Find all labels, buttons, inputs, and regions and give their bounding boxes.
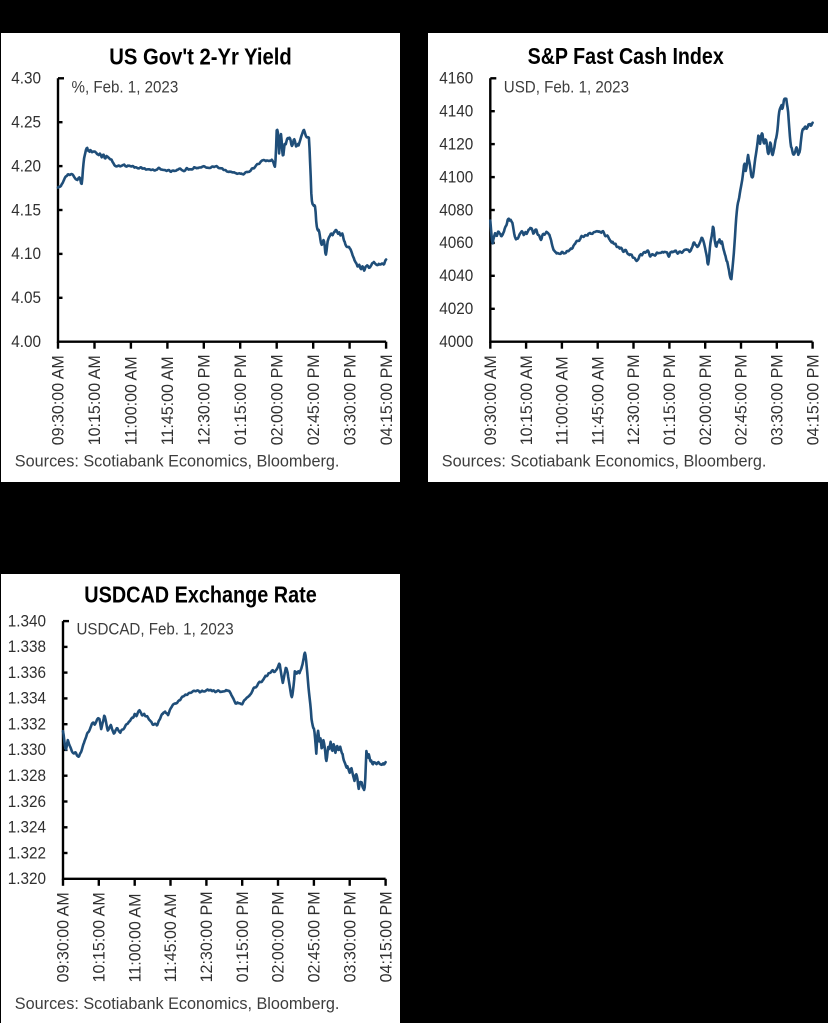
svg-text:S&P Fast Cash Index: S&P Fast Cash Index	[528, 43, 724, 69]
svg-text:4080: 4080	[439, 201, 473, 220]
svg-text:02:45:00 PM: 02:45:00 PM	[304, 891, 324, 982]
svg-text:02:00:00 PM: 02:00:00 PM	[695, 354, 715, 445]
svg-text:1.340: 1.340	[8, 612, 46, 631]
svg-text:01:15:00 PM: 01:15:00 PM	[232, 891, 252, 982]
svg-text:4.30: 4.30	[11, 69, 41, 88]
svg-text:4.10: 4.10	[11, 244, 41, 263]
svg-text:02:00:00 PM: 02:00:00 PM	[268, 891, 288, 982]
svg-text:02:45:00 PM: 02:45:00 PM	[731, 354, 751, 445]
svg-text:4.15: 4.15	[11, 201, 41, 220]
svg-text:02:00:00 PM: 02:00:00 PM	[267, 354, 287, 445]
svg-text:11:00:00 AM: 11:00:00 AM	[125, 894, 145, 983]
svg-text:4.25: 4.25	[11, 113, 41, 132]
svg-text:1.320: 1.320	[8, 869, 46, 888]
svg-text:10:15:00 AM: 10:15:00 AM	[85, 355, 105, 445]
svg-text:USDCAD Exchange Rate: USDCAD Exchange Rate	[84, 582, 316, 608]
svg-text:4000: 4000	[439, 332, 473, 351]
svg-text:01:15:00 PM: 01:15:00 PM	[230, 354, 250, 445]
svg-text:US Gov't 2-Yr Yield: US Gov't 2-Yr Yield	[109, 43, 291, 70]
svg-text:4020: 4020	[439, 299, 473, 318]
svg-text:09:30:00 AM: 09:30:00 AM	[48, 355, 68, 445]
svg-text:1.336: 1.336	[8, 663, 46, 682]
svg-text:1.324: 1.324	[8, 818, 46, 837]
svg-text:1.328: 1.328	[8, 766, 46, 785]
svg-text:12:30:00 PM: 12:30:00 PM	[197, 891, 217, 982]
svg-text:12:30:00 PM: 12:30:00 PM	[194, 354, 214, 445]
svg-text:4040: 4040	[439, 266, 473, 285]
svg-text:1.330: 1.330	[8, 740, 46, 759]
svg-text:1.332: 1.332	[8, 715, 46, 734]
svg-text:11:00:00 AM: 11:00:00 AM	[552, 356, 572, 445]
svg-text:11:45:00 AM: 11:45:00 AM	[161, 894, 181, 983]
svg-text:1.322: 1.322	[8, 844, 46, 863]
svg-text:04:15:00 PM: 04:15:00 PM	[376, 891, 396, 982]
svg-text:04:15:00 PM: 04:15:00 PM	[376, 354, 396, 445]
svg-text:02:45:00 PM: 02:45:00 PM	[303, 354, 323, 445]
svg-text:09:30:00 AM: 09:30:00 AM	[53, 892, 73, 982]
svg-text:4140: 4140	[439, 102, 473, 121]
svg-text:12:30:00 PM: 12:30:00 PM	[624, 354, 644, 445]
svg-text:4060: 4060	[439, 233, 473, 252]
svg-text:4.05: 4.05	[11, 288, 41, 307]
svg-text:4120: 4120	[439, 135, 473, 154]
svg-text:11:45:00 AM: 11:45:00 AM	[158, 356, 178, 445]
svg-text:03:30:00 PM: 03:30:00 PM	[340, 891, 360, 982]
svg-text:04:15:00 PM: 04:15:00 PM	[803, 354, 823, 445]
svg-text:10:15:00 AM: 10:15:00 AM	[89, 892, 109, 982]
svg-text:Sources: Scotiabank Economics,: Sources: Scotiabank Economics, Bloomberg…	[15, 451, 340, 470]
svg-text:03:30:00 PM: 03:30:00 PM	[767, 354, 787, 445]
svg-text:1.334: 1.334	[8, 689, 46, 708]
svg-text:10:15:00 AM: 10:15:00 AM	[516, 355, 536, 445]
svg-text:11:45:00 AM: 11:45:00 AM	[588, 356, 608, 445]
svg-text:%, Feb. 1, 2023: %, Feb. 1, 2023	[72, 77, 179, 96]
svg-text:4.20: 4.20	[11, 157, 41, 176]
svg-text:11:00:00 AM: 11:00:00 AM	[121, 356, 141, 445]
svg-text:03:30:00 PM: 03:30:00 PM	[340, 354, 360, 445]
svg-text:4100: 4100	[439, 168, 473, 187]
svg-text:4.00: 4.00	[11, 332, 41, 351]
svg-text:USDCAD, Feb. 1, 2023: USDCAD, Feb. 1, 2023	[77, 620, 234, 639]
svg-text:Sources: Scotiabank Economics,: Sources: Scotiabank Economics, Bloomberg…	[15, 994, 340, 1013]
svg-text:USD, Feb. 1, 2023: USD, Feb. 1, 2023	[504, 77, 629, 96]
svg-text:09:30:00 AM: 09:30:00 AM	[481, 355, 501, 445]
svg-text:1.326: 1.326	[8, 792, 46, 811]
svg-text:Sources: Scotiabank Economics,: Sources: Scotiabank Economics, Bloomberg…	[442, 451, 767, 470]
svg-text:4160: 4160	[439, 69, 473, 88]
svg-text:1.338: 1.338	[8, 637, 46, 656]
svg-text:01:15:00 PM: 01:15:00 PM	[660, 354, 680, 445]
